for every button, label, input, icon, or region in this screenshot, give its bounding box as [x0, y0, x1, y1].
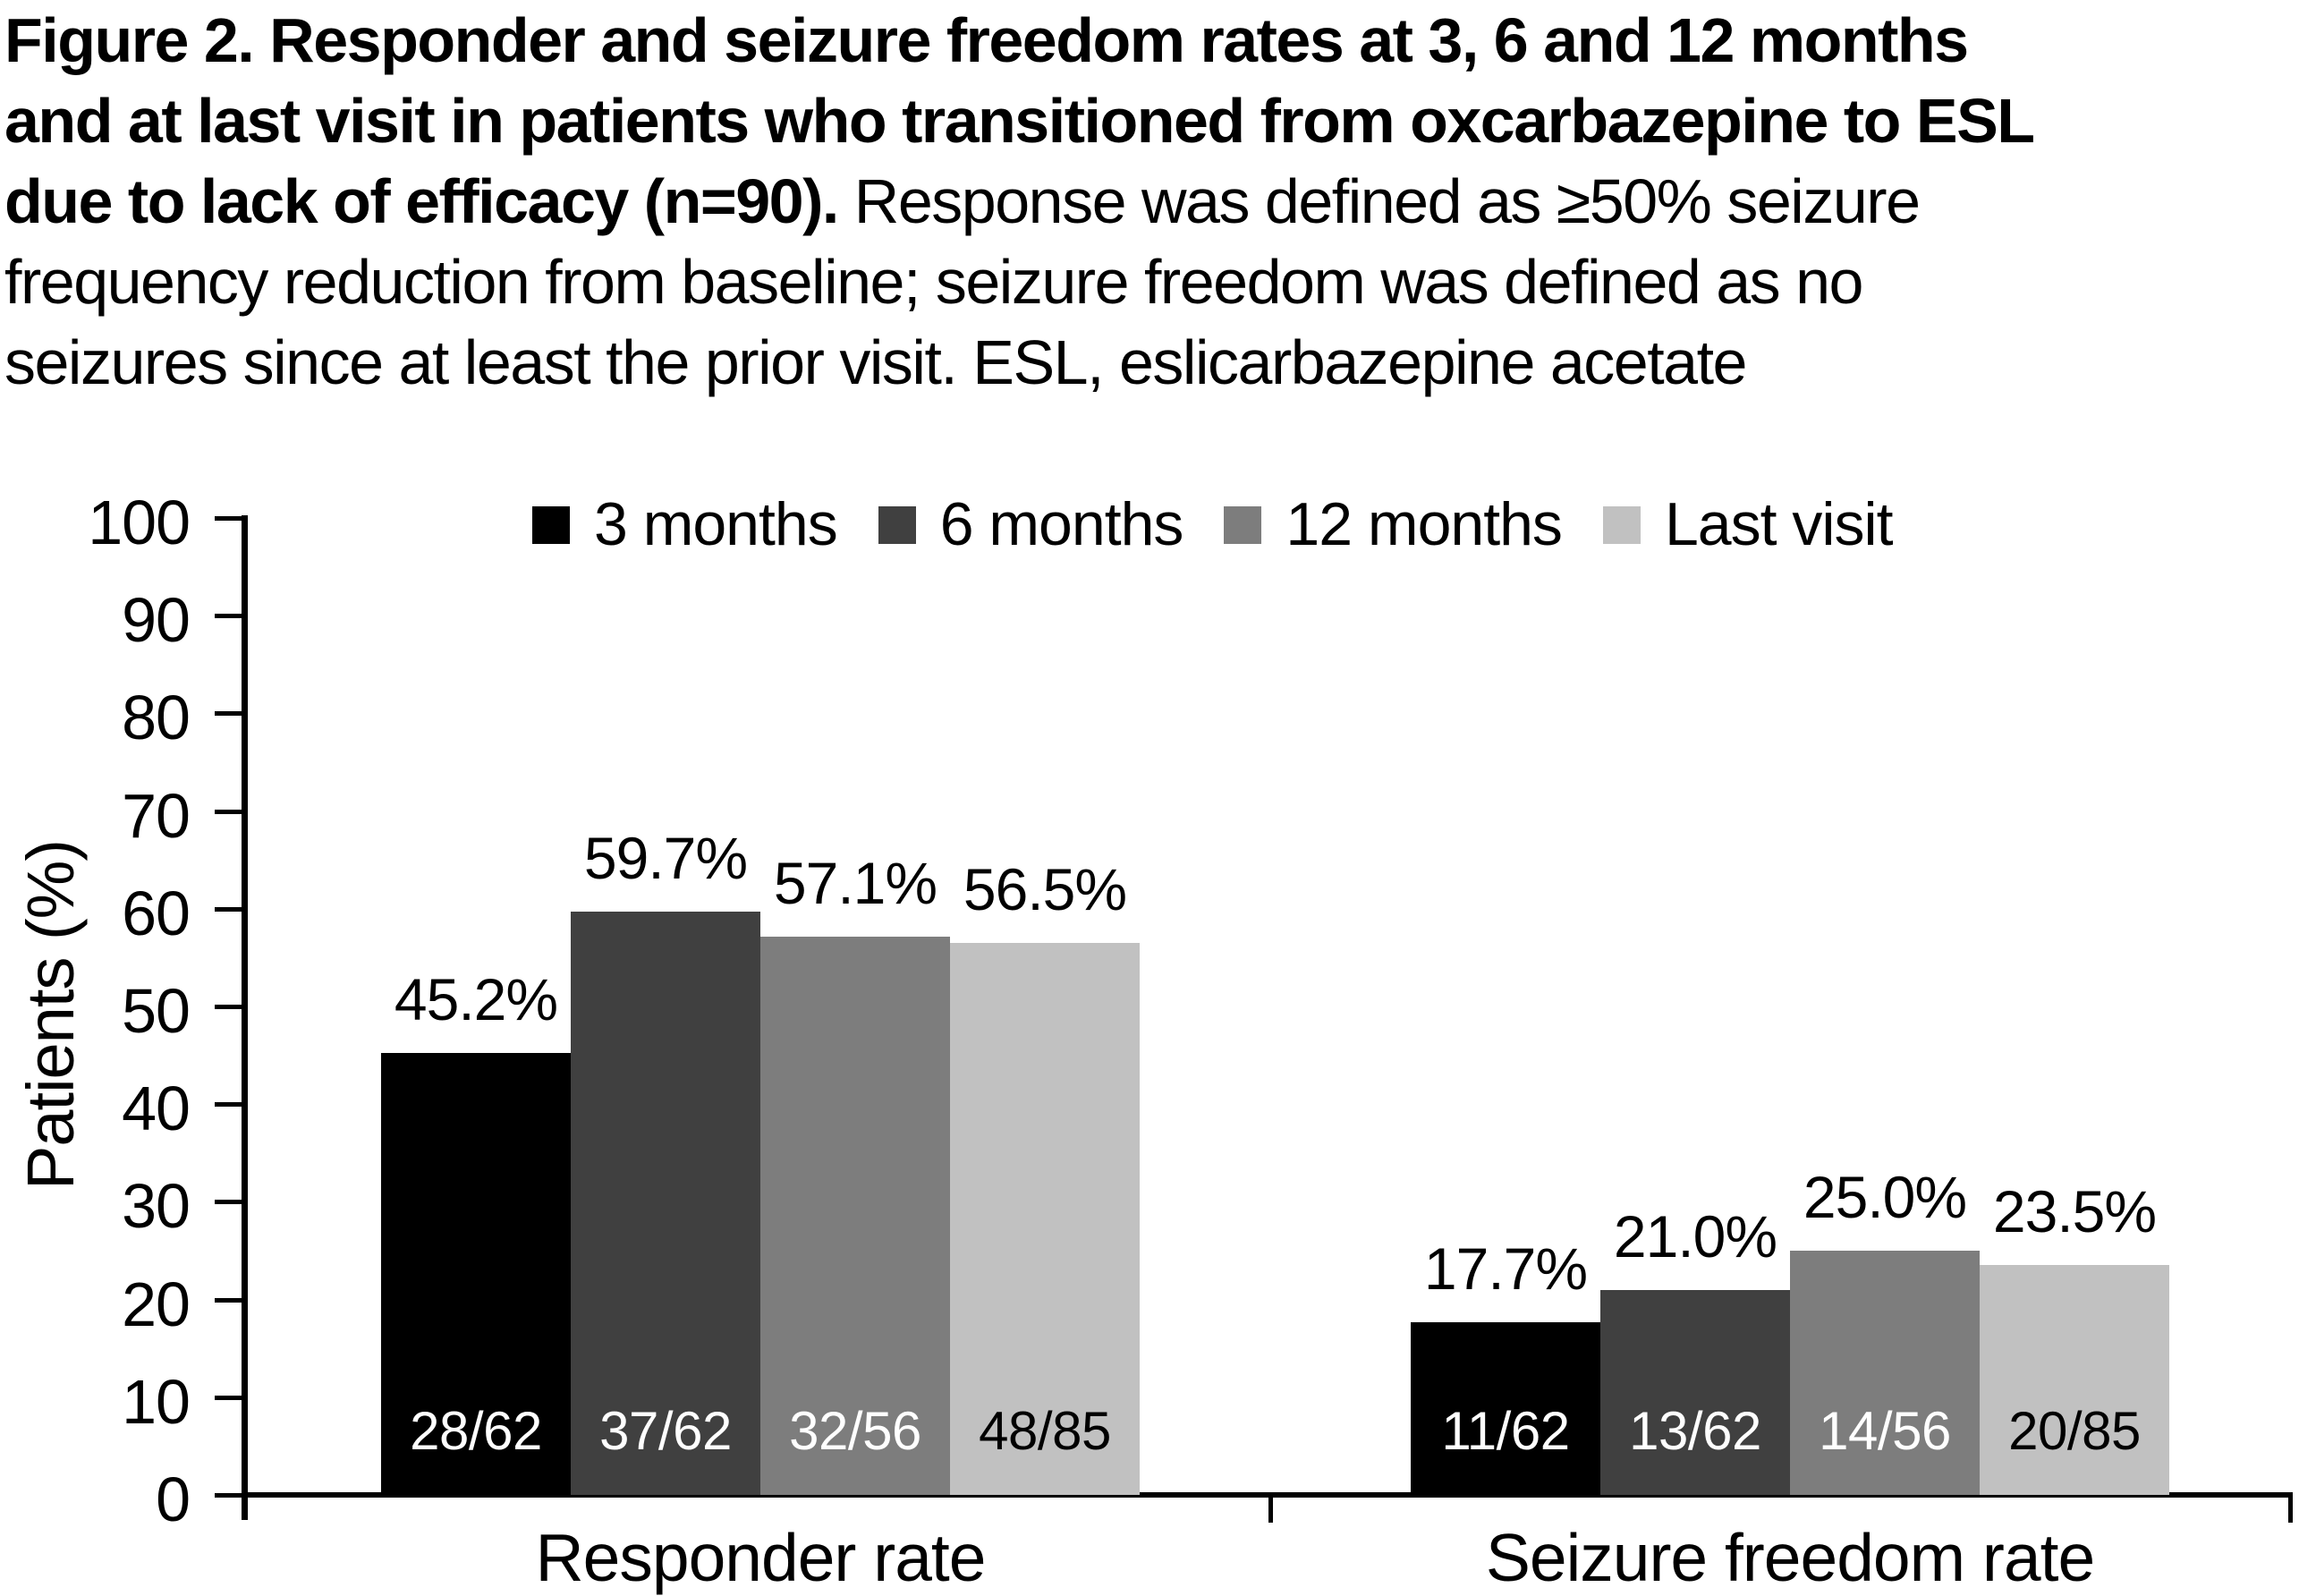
bar-value-label: 45.2% [394, 966, 558, 1032]
caption-segment-bold: Figure 2. Responder and seizure freedom … [4, 5, 1969, 75]
caption-segment: seizures since at least the prior visit.… [4, 327, 1747, 397]
bar-fraction-label: 37/62 [599, 1401, 732, 1461]
y-axis-tick [215, 614, 242, 619]
bar-fraction-label: 28/62 [410, 1401, 542, 1461]
y-axis-tick [215, 1005, 242, 1009]
y-axis-tick [215, 809, 242, 814]
bar [1600, 1290, 1790, 1495]
bar-fraction-label: 13/62 [1629, 1401, 1761, 1461]
x-category-label: Seizure freedom rate [1485, 1520, 2095, 1595]
caption-line: and at last visit in patients who transi… [4, 81, 2035, 161]
y-axis-tick [215, 1493, 242, 1498]
y-axis-tick [215, 1297, 242, 1303]
x-axis-line [242, 1492, 2293, 1498]
y-axis-tick [215, 906, 242, 912]
y-tick-label: 90 [122, 585, 191, 656]
bar-value-label: 21.0% [1613, 1203, 1777, 1269]
legend-label: 3 months [594, 490, 838, 558]
bar [381, 1053, 571, 1495]
y-axis-tick [215, 516, 242, 521]
bar-value-label: 56.5% [963, 856, 1127, 922]
y-axis-tick [215, 1102, 242, 1108]
y-tick-label: 50 [122, 976, 191, 1046]
x-axis-tick [1268, 1492, 1273, 1523]
y-axis-tick [215, 1395, 242, 1400]
y-tick-label: 70 [122, 780, 191, 851]
y-tick-label: 0 [156, 1464, 191, 1534]
bar [571, 912, 760, 1495]
bar-fraction-label: 20/85 [2008, 1401, 2141, 1461]
bar [1980, 1265, 2169, 1495]
y-tick-label: 10 [122, 1366, 191, 1437]
legend-item: 12 months [1224, 490, 1563, 558]
caption-line: due to lack of efficacy (n=90). Response… [4, 161, 2034, 242]
bar-value-label: 23.5% [1992, 1178, 2157, 1244]
bar-fraction-label: 48/85 [979, 1401, 1111, 1461]
legend-label: 6 months [939, 490, 1184, 558]
bar-fraction-label: 14/56 [1819, 1401, 1951, 1461]
legend-item: Last visit [1602, 490, 1894, 558]
bar-value-label: 57.1% [773, 850, 937, 916]
legend-label: 12 months [1285, 490, 1563, 558]
y-tick-label: 60 [122, 878, 191, 948]
bar-value-label: 59.7% [583, 825, 748, 891]
caption-segment: Response was defined as ≥50% seizure [837, 166, 1921, 236]
legend-item: 3 months [532, 490, 838, 558]
bar-fraction-label: 11/62 [1441, 1401, 1570, 1461]
caption-line: frequency reduction from baseline; seizu… [4, 242, 2034, 322]
bar-fraction-label: 32/56 [789, 1401, 921, 1461]
y-axis-tick [215, 1200, 242, 1205]
y-tick-label: 30 [122, 1171, 191, 1242]
legend-swatch-icon [532, 506, 570, 544]
figure-caption: Figure 2. Responder and seizure freedom … [4, 0, 2035, 403]
bar [760, 937, 950, 1495]
bar [1411, 1322, 1600, 1495]
x-axis-tick [2288, 1492, 2293, 1523]
x-category-label: Responder rate [535, 1520, 987, 1595]
y-tick-label: 80 [122, 683, 191, 753]
bar-value-label: 25.0% [1803, 1164, 1967, 1230]
y-axis-tick [215, 711, 242, 717]
y-axis-line [242, 515, 248, 1520]
caption-segment-bold: and at last visit in patients who transi… [4, 86, 2035, 156]
bar [950, 943, 1140, 1495]
legend-label: Last visit [1664, 490, 1894, 558]
legend-swatch-icon [1602, 506, 1641, 544]
legend-swatch-icon [878, 506, 916, 544]
caption-line: seizures since at least the prior visit.… [4, 322, 2034, 403]
bar-value-label: 17.7% [1423, 1235, 1588, 1302]
y-tick-label: 40 [122, 1074, 191, 1144]
legend-swatch-icon [1224, 506, 1262, 544]
legend-item: 6 months [878, 492, 1183, 556]
y-tick-label: 100 [88, 488, 191, 557]
bar [1790, 1251, 1980, 1495]
caption-segment: frequency reduction from baseline; seizu… [4, 247, 1864, 317]
legend: 3 months 6 months 12 months Last visit [532, 490, 1894, 558]
y-tick-label: 20 [122, 1269, 191, 1339]
caption-segment-bold: due to lack of efficacy (n=90). [4, 166, 839, 236]
caption-line: Figure 2. Responder and seizure freedom … [4, 0, 2034, 81]
